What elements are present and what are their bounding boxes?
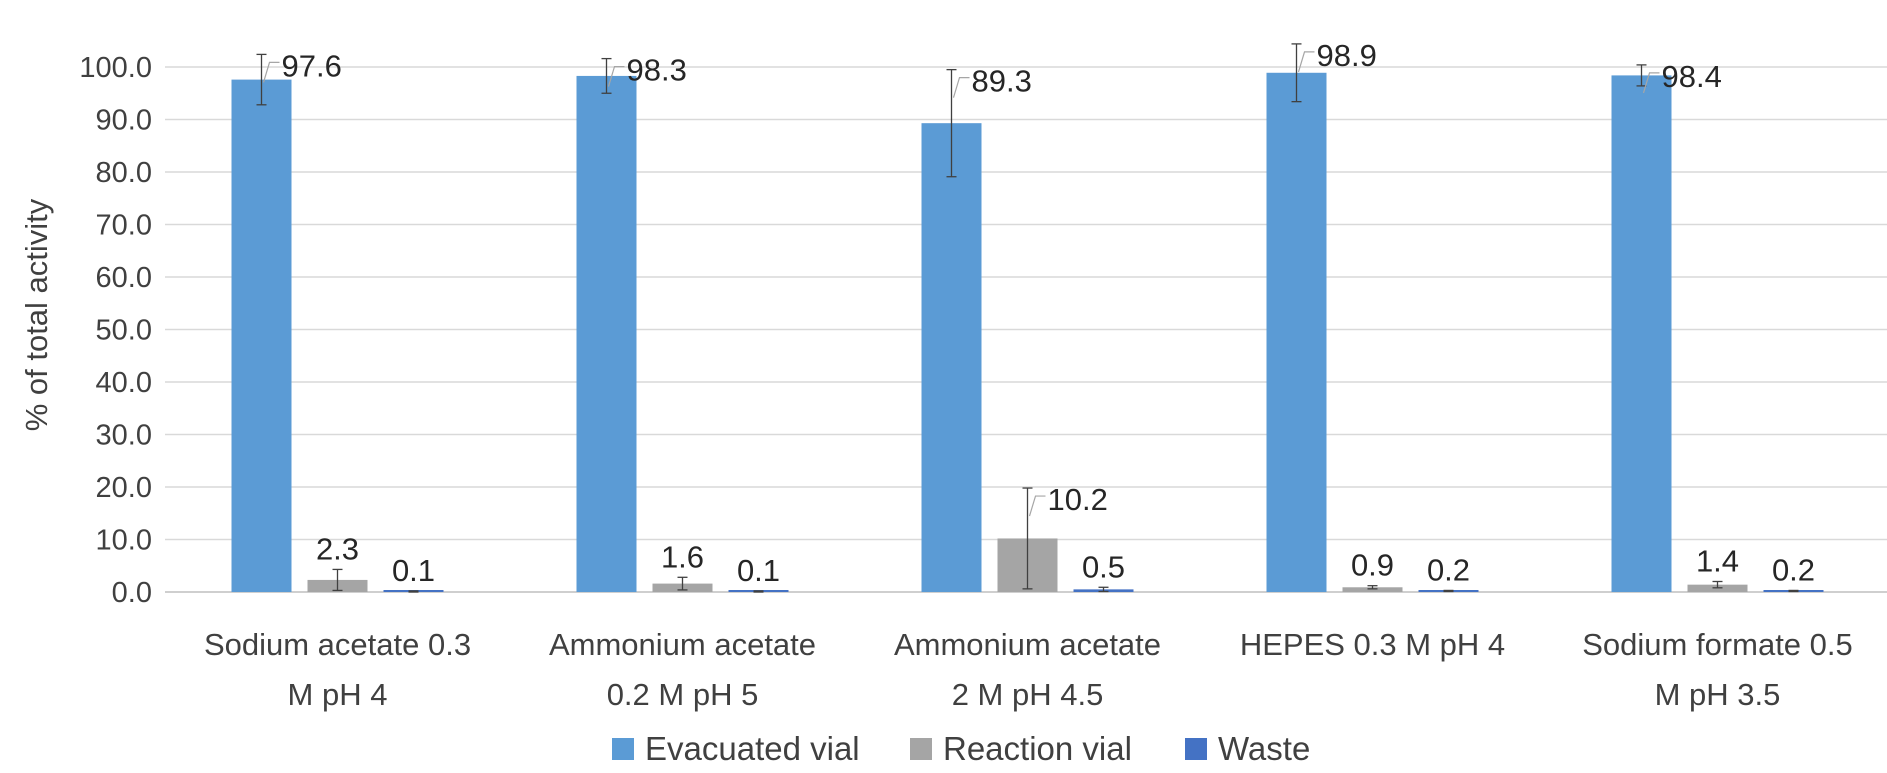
bar (576, 75, 637, 593)
data-label: 1.4 (1696, 544, 1739, 579)
y-tick-label: 90.0 (96, 105, 152, 137)
data-label: 98.3 (627, 53, 687, 88)
y-axis-title: % of total activity (19, 198, 54, 431)
bar (231, 79, 292, 593)
data-label: 0.1 (737, 553, 780, 588)
data-label: 10.2 (1048, 482, 1108, 517)
legend-label: Waste (1218, 730, 1310, 767)
y-axis-ticks: 0.0 10.0 20.0 30.0 40.0 50.0 60.0 70.0 80.0 90.0 1… (79, 52, 152, 609)
data-label: 98.4 (1662, 59, 1722, 94)
y-tick-label: 10.0 (96, 525, 152, 557)
data-label: 0.2 (1427, 552, 1470, 587)
y-tick-label: 30.0 (96, 420, 152, 452)
y-tick-label: 40.0 (96, 367, 152, 399)
legend-swatch (910, 738, 932, 760)
data-label: 0.9 (1351, 548, 1394, 583)
bars (231, 72, 1824, 593)
legend: Evacuated vial Reaction vial Waste (612, 730, 1310, 767)
x-category-label: M pH 3.5 (1655, 677, 1781, 712)
bar (1342, 587, 1403, 592)
data-label: 1.6 (661, 539, 704, 574)
y-tick-label: 80.0 (96, 157, 152, 189)
label-leader-line (1642, 72, 1660, 94)
label-leader-line (952, 77, 970, 98)
x-category-label: Ammonium acetate (549, 627, 816, 662)
legend-swatch (612, 738, 634, 760)
y-tick-label: 60.0 (96, 262, 152, 294)
data-label: 2.3 (316, 531, 359, 566)
x-axis-category-labels: Sodium acetate 0.3 M pH 4 Ammonium acetate… (204, 627, 1853, 712)
label-leader-line (1297, 51, 1315, 73)
label-leader-line (1028, 495, 1046, 517)
data-label: 98.9 (1317, 38, 1377, 73)
y-tick-label: 50.0 (96, 315, 152, 347)
x-category-label: HEPES 0.3 M pH 4 (1240, 627, 1505, 662)
data-label: 0.1 (392, 553, 435, 588)
data-label: 89.3 (972, 64, 1032, 99)
data-label: 97.6 (282, 48, 342, 83)
y-tick-label: 70.0 (96, 210, 152, 242)
label-leader-line (607, 65, 625, 87)
data-label: 0.5 (1082, 549, 1125, 584)
data-label: 0.2 (1772, 552, 1815, 587)
legend-label: Evacuated vial (645, 730, 860, 767)
y-tick-label: 20.0 (96, 472, 152, 504)
y-tick-label: 100.0 (79, 52, 152, 84)
x-category-label: Sodium formate 0.5 (1582, 627, 1853, 662)
bar (1266, 72, 1327, 592)
bar (921, 123, 982, 593)
x-category-label: 2 M pH 4.5 (952, 677, 1104, 712)
legend-swatch (1185, 738, 1207, 760)
x-category-label: Sodium acetate 0.3 (204, 627, 471, 662)
data-labels: 97.6 98.3 89.3 98.9 98.4 2.3 1.6 10.2 0.9 1.4 0.1 0… (262, 38, 1815, 588)
label-leader-line (262, 61, 280, 83)
x-category-label: 0.2 M pH 5 (607, 677, 759, 712)
bar (1611, 75, 1672, 592)
x-category-label: M pH 4 (288, 677, 388, 712)
legend-label: Reaction vial (943, 730, 1132, 767)
gridlines (165, 66, 1887, 593)
x-category-label: Ammonium acetate (894, 627, 1161, 662)
error-bars (256, 43, 1799, 593)
y-tick-label: 0.0 (112, 577, 152, 609)
